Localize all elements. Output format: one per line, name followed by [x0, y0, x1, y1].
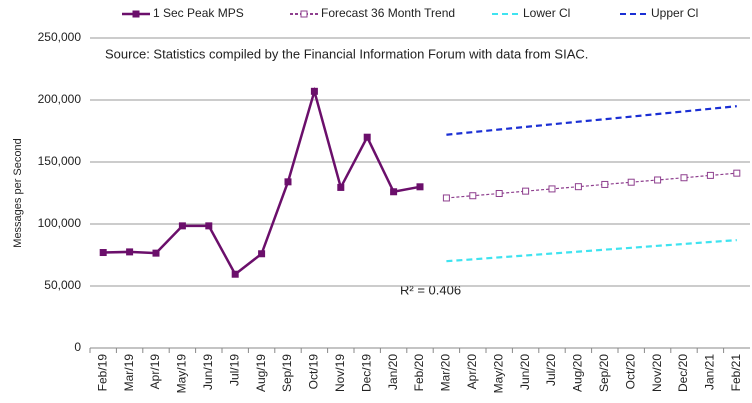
- y-tick-label: 100,000: [38, 216, 82, 230]
- y-tick-label: 150,000: [38, 154, 82, 168]
- y-tick-label: 250,000: [38, 30, 82, 44]
- x-tick-label: Aug/20: [571, 354, 585, 392]
- data-point: [337, 183, 345, 191]
- x-tick-label: May/19: [175, 354, 189, 394]
- legend-marker: [300, 10, 308, 18]
- data-point: [390, 188, 398, 196]
- data-point: [654, 176, 662, 184]
- data-point: [522, 187, 530, 195]
- x-tick-label: Jul/19: [227, 354, 241, 386]
- x-tick-label: Mar/19: [122, 354, 136, 392]
- r-squared: R² = 0.406: [400, 282, 461, 297]
- x-tick-label: Jun/20: [518, 354, 532, 390]
- x-tick-label: May/20: [491, 354, 505, 394]
- x-tick-label: Jan/20: [386, 354, 400, 390]
- x-tick-label: Apr/19: [148, 354, 162, 390]
- x-tick-label: Oct/19: [307, 354, 321, 390]
- x-tick-label: Oct/20: [623, 354, 637, 390]
- data-point: [178, 222, 186, 230]
- x-tick-label: Dec/19: [359, 354, 373, 392]
- x-tick-label: Sep/20: [597, 354, 611, 392]
- y-axis-label: Messages per Second: [12, 138, 24, 247]
- x-tick-label: Jan/21: [703, 354, 717, 390]
- data-point: [310, 87, 318, 95]
- data-point: [205, 222, 213, 230]
- legend-label: Lower Cl: [523, 6, 570, 20]
- series-line: [103, 86, 421, 277]
- y-tick-label: 50,000: [44, 278, 81, 292]
- x-tick-label: Aug/19: [254, 354, 268, 392]
- series-line: [446, 172, 737, 199]
- data-point: [363, 133, 371, 141]
- y-tick-label: 0: [74, 340, 81, 354]
- data-point: [258, 250, 266, 258]
- series-line: [446, 105, 737, 136]
- data-point: [706, 171, 714, 179]
- data-point: [469, 192, 477, 200]
- legend-label: Upper Cl: [651, 6, 698, 20]
- x-tick-label: Nov/20: [650, 354, 664, 392]
- data-point: [284, 178, 292, 186]
- legend-marker: [132, 10, 140, 18]
- data-point: [442, 194, 450, 202]
- data-point: [574, 183, 582, 191]
- x-tick-label: Feb/21: [729, 354, 743, 392]
- x-tick-label: Apr/20: [465, 354, 479, 390]
- data-point: [126, 248, 134, 256]
- y-tick-label: 200,000: [38, 92, 82, 106]
- data-point: [548, 185, 556, 193]
- data-point: [495, 189, 503, 197]
- data-point: [680, 174, 688, 182]
- legend-label: Forecast 36 Month Trend: [321, 6, 455, 20]
- source-note: Source: Statistics compiled by the Finan…: [105, 46, 588, 61]
- x-tick-label: Jun/19: [201, 354, 215, 390]
- x-tick-label: Feb/20: [412, 354, 426, 392]
- series-line: [446, 239, 737, 263]
- x-tick-label: Mar/20: [439, 354, 453, 392]
- data-point: [601, 180, 609, 188]
- legend-label: 1 Sec Peak MPS: [153, 6, 244, 20]
- x-tick-label: Jul/20: [544, 354, 558, 386]
- x-tick-label: Sep/19: [280, 354, 294, 392]
- data-point: [231, 270, 239, 278]
- data-point: [627, 178, 635, 186]
- data-point: [733, 169, 741, 177]
- data-point: [416, 183, 424, 191]
- data-point: [152, 249, 160, 257]
- x-tick-label: Feb/19: [95, 354, 109, 392]
- data-point: [99, 249, 107, 257]
- x-tick-label: Nov/19: [333, 354, 347, 392]
- x-tick-label: Dec/20: [676, 354, 690, 392]
